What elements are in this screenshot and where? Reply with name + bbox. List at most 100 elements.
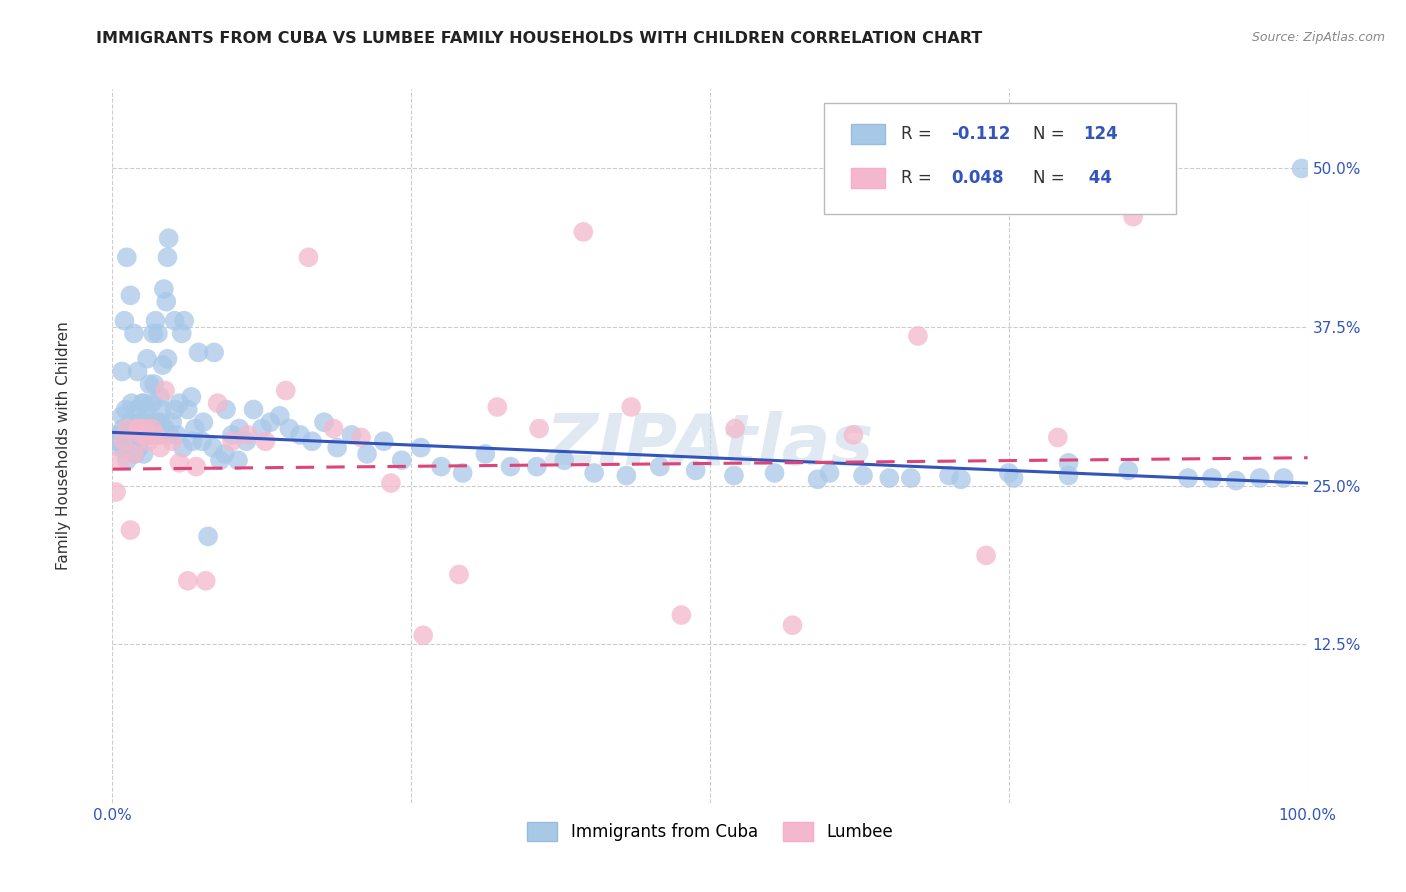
Point [112, 421, 135, 435]
Point [648, 459, 671, 474]
Point [153, 421, 176, 435]
Point [191, 434, 214, 449]
Legend: Immigrants from Cuba, Lumbee: Immigrants from Cuba, Lumbee [520, 815, 900, 848]
Point [724, 421, 747, 435]
Point [111, 364, 134, 378]
Point [141, 421, 163, 435]
Point [118, 421, 141, 435]
Point [807, 472, 830, 486]
Point [553, 453, 575, 467]
Point [998, 466, 1021, 480]
Point [127, 421, 149, 435]
Point [242, 402, 264, 417]
Point [155, 294, 177, 309]
Point [221, 434, 243, 449]
Point [159, 428, 181, 442]
Point [818, 466, 841, 480]
Point [139, 415, 162, 429]
Point [128, 421, 150, 435]
Point [120, 288, 142, 302]
Text: ZIPAtlas: ZIPAtlas [546, 411, 875, 481]
Point [1122, 210, 1144, 224]
Point [170, 326, 193, 341]
Text: 124: 124 [1083, 125, 1118, 143]
Point [900, 471, 922, 485]
Point [145, 314, 167, 328]
Point [153, 384, 176, 398]
Point [177, 402, 200, 417]
Text: N =: N = [1033, 169, 1064, 187]
Point [259, 415, 281, 429]
Point [135, 428, 157, 442]
Point [105, 485, 128, 500]
Point [274, 384, 297, 398]
Point [1291, 161, 1313, 176]
Point [228, 421, 250, 435]
Point [1272, 471, 1295, 485]
Point [254, 434, 277, 449]
Point [301, 434, 323, 449]
Point [115, 250, 138, 264]
Point [180, 390, 202, 404]
Point [447, 567, 470, 582]
Point [409, 441, 432, 455]
Point [474, 447, 496, 461]
Point [671, 608, 693, 623]
Point [107, 434, 129, 449]
Point [153, 282, 176, 296]
Text: N =: N = [1033, 125, 1070, 143]
Point [235, 434, 257, 449]
Point [723, 468, 745, 483]
Point [202, 345, 225, 359]
Point [950, 472, 973, 486]
Point [215, 402, 238, 417]
Point [451, 466, 474, 480]
Point [134, 421, 156, 435]
Point [1057, 468, 1080, 483]
Point [616, 468, 638, 483]
Text: R =: R = [901, 125, 938, 143]
Text: Family Households with Children: Family Households with Children [56, 322, 70, 570]
Point [132, 447, 155, 461]
Point [236, 428, 259, 442]
Point [150, 402, 173, 417]
Point [143, 377, 166, 392]
Point [110, 441, 132, 455]
Point [1118, 463, 1140, 477]
Point [148, 428, 170, 442]
Point [122, 447, 145, 461]
Point [129, 415, 152, 429]
Point [201, 441, 224, 455]
Point [128, 441, 150, 455]
Point [162, 415, 183, 429]
Point [152, 358, 174, 372]
Point [852, 468, 875, 483]
Point [312, 415, 335, 429]
Point [486, 400, 509, 414]
Point [172, 441, 194, 455]
Point [124, 447, 146, 461]
Point [138, 428, 160, 442]
Point [1046, 430, 1069, 444]
Point [842, 428, 865, 442]
Point [1249, 471, 1271, 485]
Point [278, 421, 301, 435]
Point [138, 434, 160, 449]
Point [129, 428, 152, 442]
FancyBboxPatch shape [851, 124, 884, 145]
Point [974, 549, 997, 563]
Text: 0.048: 0.048 [952, 169, 1004, 187]
Point [782, 618, 804, 632]
Point [527, 421, 550, 435]
Point [169, 456, 191, 470]
Point [763, 466, 786, 480]
Point [391, 453, 413, 467]
Point [142, 326, 165, 341]
Point [138, 377, 160, 392]
Point [157, 231, 180, 245]
Point [177, 574, 200, 588]
Point [105, 428, 128, 442]
Point [412, 628, 434, 642]
Point [193, 415, 215, 429]
Point [322, 421, 344, 435]
